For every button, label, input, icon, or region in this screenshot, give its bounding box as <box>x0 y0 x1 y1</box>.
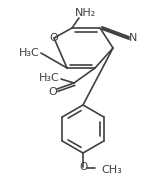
Text: O: O <box>49 87 57 97</box>
Text: H₃C: H₃C <box>19 48 40 58</box>
Text: H₃C: H₃C <box>39 73 60 83</box>
Text: N: N <box>129 33 137 43</box>
Text: O: O <box>50 33 58 43</box>
Text: CH₃: CH₃ <box>101 165 122 175</box>
Text: NH₂: NH₂ <box>74 8 96 18</box>
Text: O: O <box>79 162 87 172</box>
